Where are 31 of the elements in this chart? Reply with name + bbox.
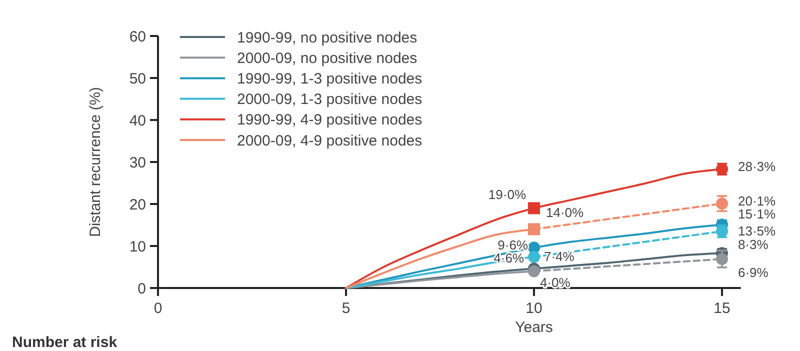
y-tick-label: 10 <box>129 238 146 256</box>
legend-label: 1990-99, no positive nodes <box>237 29 418 46</box>
y-tick-label: 60 <box>129 28 146 46</box>
y-tick-label: 0 <box>138 280 146 298</box>
y-tick-label: 50 <box>129 70 146 88</box>
data-label: 8·3% <box>738 237 769 252</box>
data-label: 19·0% <box>488 187 526 202</box>
x-tick-label: 15 <box>714 300 730 317</box>
text: Number at risk <box>12 334 118 351</box>
legend-label: 1990-99, 1-3 positive nodes <box>237 70 422 88</box>
x-tick-label: 10 <box>526 300 542 317</box>
y-tick-label: 40 <box>129 112 146 130</box>
y-axis-title: Distant recurrence (%) <box>87 86 104 238</box>
data-label: 9·6% <box>498 238 528 253</box>
x-axis-title: Years <box>515 319 553 336</box>
legend-label: 2000-09, 4-9 positive nodes <box>237 132 422 150</box>
y-tick-label: 30 <box>129 154 146 172</box>
data-label: 6·9% <box>738 265 769 280</box>
y-tick-label: 20 <box>129 196 146 214</box>
x-tick-label: 0 <box>154 300 162 317</box>
data-label: 20·1% <box>738 194 776 209</box>
x-tick-label: 5 <box>342 300 350 317</box>
data-label: 14·0% <box>546 205 584 220</box>
data-label: 28·3% <box>738 159 776 174</box>
data-label: 7·4% <box>544 248 575 264</box>
legend-label: 2000-09, no positive nodes <box>237 50 418 67</box>
data-label: 4·0% <box>540 275 571 290</box>
legend-label: 2000-09, 1-3 positive nodes <box>237 91 422 108</box>
legend-label: 1990-99, 4-9 positive nodes <box>237 112 422 129</box>
data-label: 13·5% <box>738 223 776 238</box>
data-label: 15·1% <box>738 206 776 222</box>
